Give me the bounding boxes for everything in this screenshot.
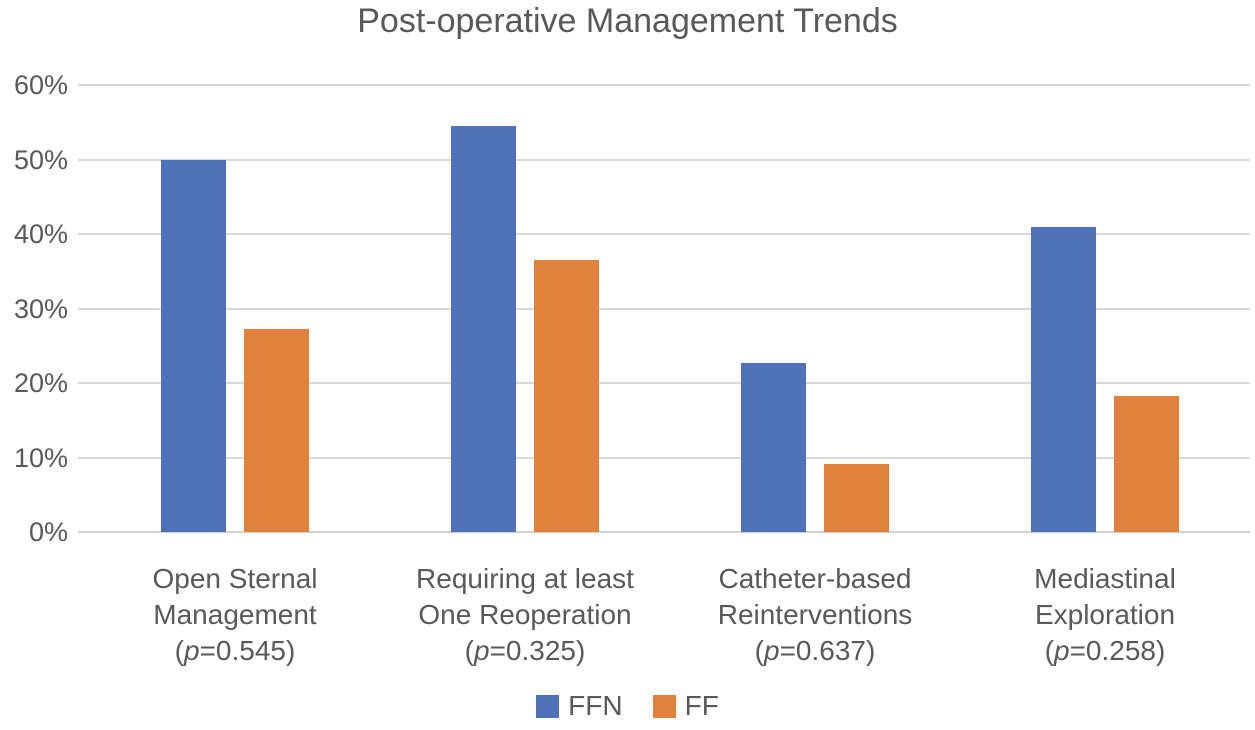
x-axis-category-label: Open Sternal Management (p=0.545)	[90, 561, 380, 669]
bar-ffn-category-2	[451, 125, 516, 532]
p-value-label: (p=0.637)	[754, 635, 876, 666]
gridline	[78, 307, 1250, 310]
y-axis-tick-label: 50%	[13, 144, 68, 175]
legend: FFN FF	[0, 690, 1255, 722]
y-axis-tick-label: 20%	[13, 368, 68, 398]
bar-ffn-category-4	[1031, 226, 1096, 532]
y-axis-tick-label: 60%	[13, 70, 68, 100]
gridline	[78, 456, 1250, 459]
category-label-line: Reinterventions	[717, 599, 913, 630]
category-label-line: One Reoperation	[418, 599, 632, 630]
legend-label: FF	[684, 690, 719, 721]
gridline	[78, 233, 1250, 235]
category-label-line: Requiring at least	[416, 563, 634, 594]
gridline	[78, 84, 1250, 86]
legend-swatch-ffn	[536, 694, 560, 718]
x-axis-category-label: Requiring at least One Reoperation (p=0.32…	[380, 561, 670, 669]
y-axis-tick-label: 40%	[13, 219, 68, 249]
p-value-label: (p=0.325)	[464, 635, 586, 666]
legend-swatch-ff	[652, 694, 676, 718]
bar-ff-category-2	[534, 260, 599, 532]
category-label-line: Exploration	[1034, 599, 1176, 630]
bar-ff-category-4	[1114, 396, 1179, 532]
legend-item-ff: FF	[652, 690, 719, 722]
plot-area	[78, 84, 1250, 533]
legend-label: FFN	[568, 690, 623, 721]
y-axis-tick-label: 0%	[28, 517, 68, 547]
category-label-line: Management	[153, 599, 317, 630]
category-label-line: Catheter-based	[718, 563, 912, 594]
category-label-line: Open Sternal	[152, 563, 318, 594]
category-label-line: Mediastinal	[1034, 563, 1176, 594]
bar-ff-category-1	[244, 328, 309, 532]
x-axis-category-label: Catheter-based Reinterventions (p=0.637)	[670, 561, 960, 669]
gridline	[78, 382, 1250, 384]
gridline	[78, 158, 1250, 161]
y-axis-tick-label: 30%	[13, 293, 68, 324]
bar-ff-category-3	[824, 464, 889, 532]
chart-title: Post-operative Management Trends	[357, 2, 898, 40]
p-value-label: (p=0.545)	[174, 635, 296, 666]
legend-item-ffn: FFN	[536, 690, 623, 722]
bar-ffn-category-3	[741, 362, 806, 532]
x-axis-line	[78, 531, 1250, 533]
x-axis-category-label: Mediastinal Exploration (p=0.258)	[960, 561, 1250, 669]
p-value-label: (p=0.258)	[1044, 635, 1166, 666]
bar-ffn-category-1	[161, 159, 226, 532]
y-axis-tick-label: 10%	[13, 442, 68, 473]
